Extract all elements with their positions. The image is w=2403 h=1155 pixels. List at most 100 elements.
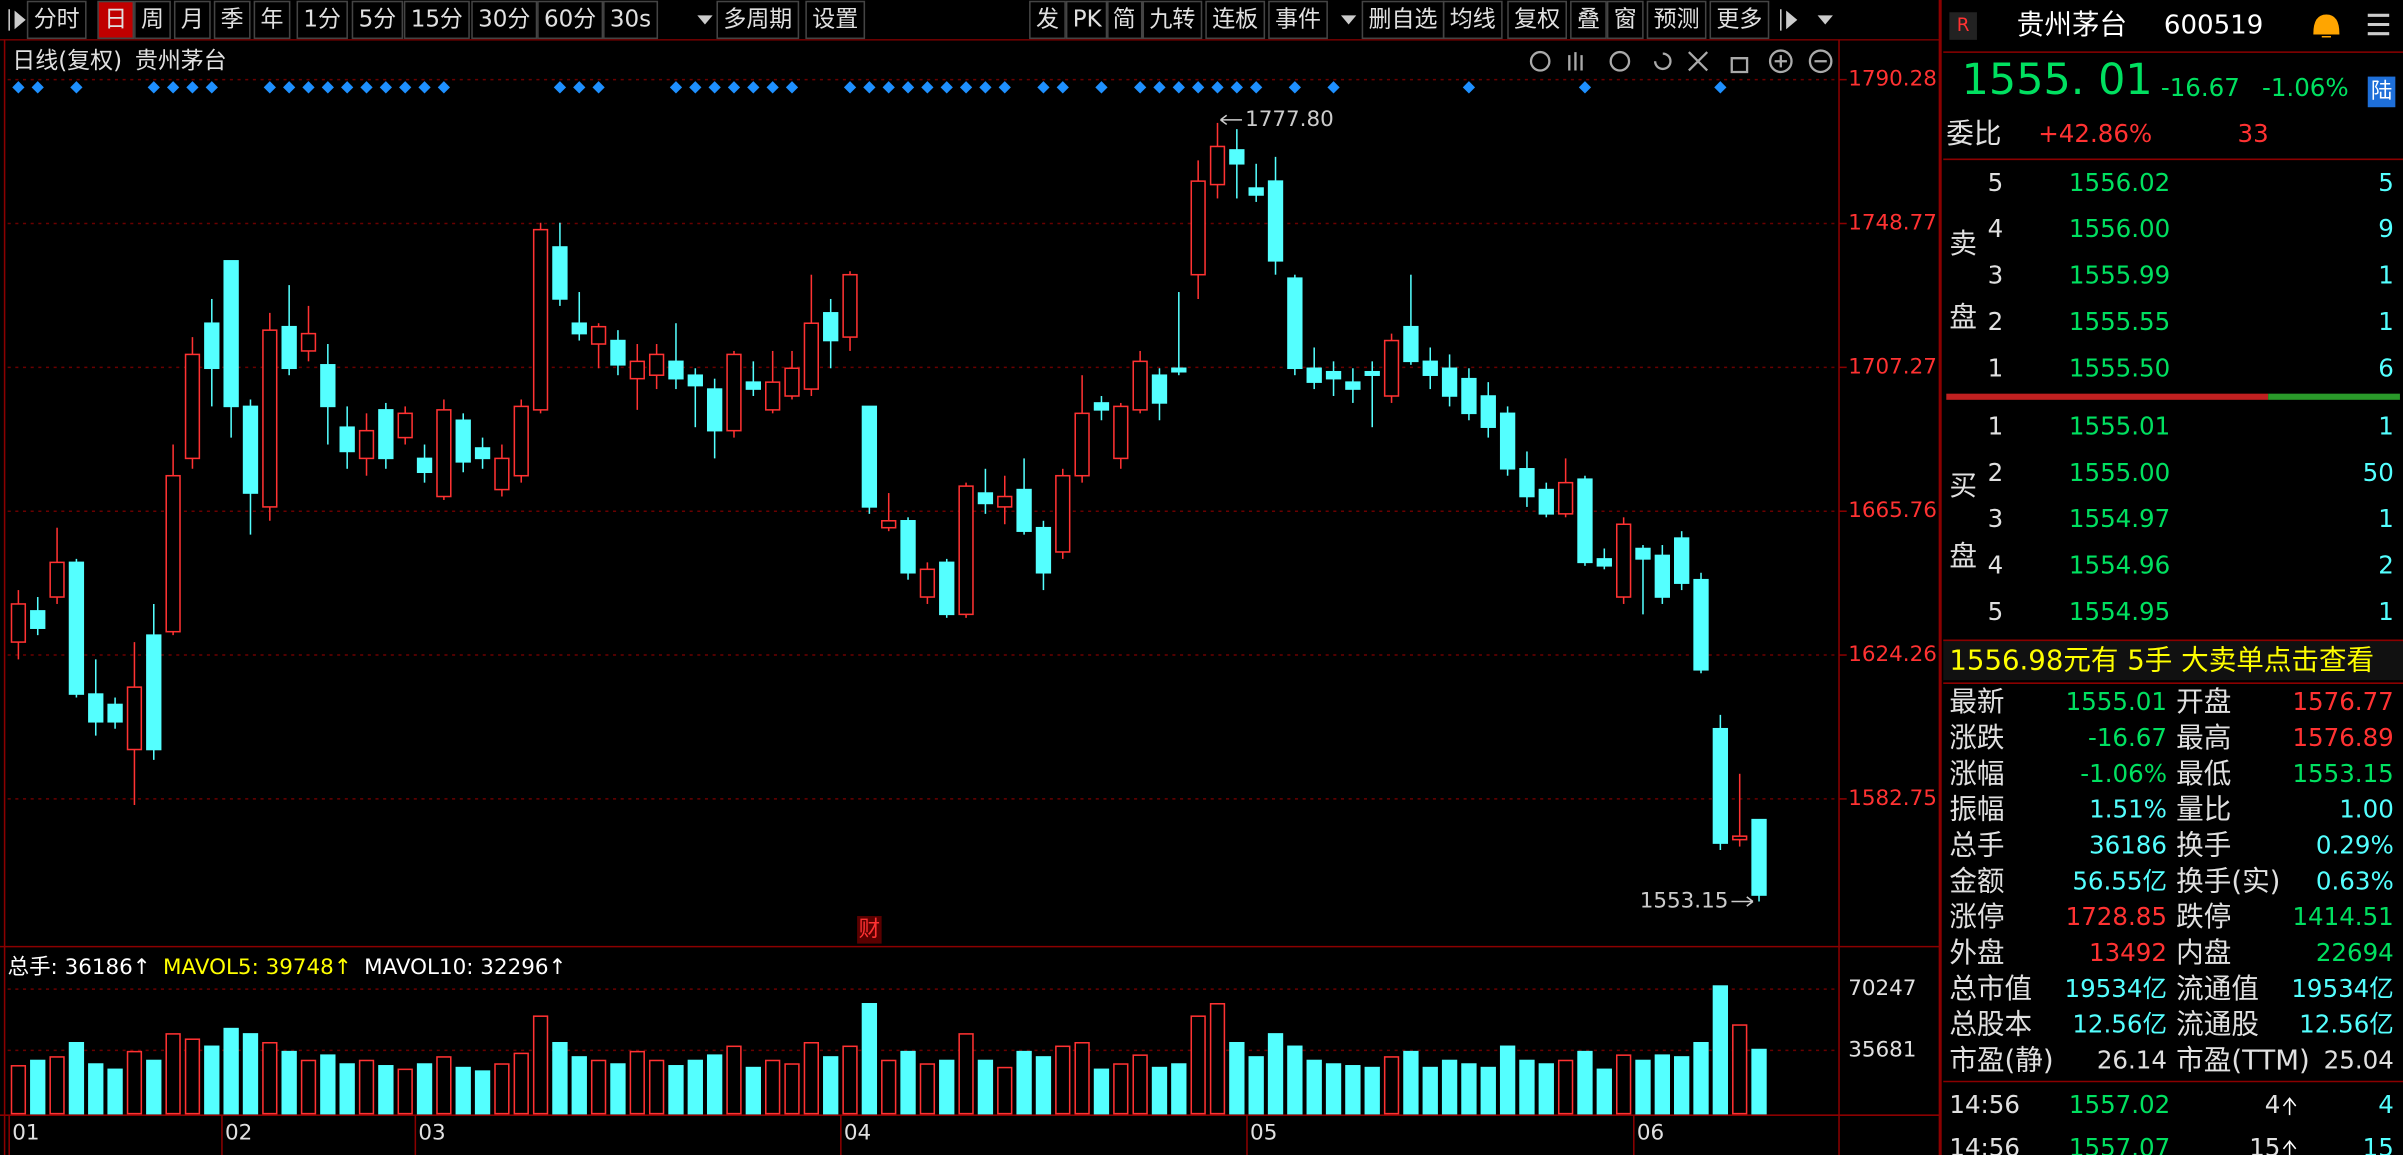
candle-body [494, 457, 510, 491]
toolbar-button[interactable]: 复权 [1514, 6, 1560, 32]
signal-marker [747, 81, 760, 94]
y-tick-label: 1790.28 [1848, 67, 1937, 92]
toolbar-button[interactable]: 叠 [1577, 6, 1600, 32]
toolbar-button[interactable]: 60分 [544, 6, 596, 32]
candle-body [706, 388, 723, 432]
chart-tools[interactable] [1529, 49, 1833, 74]
volume-bar [358, 1059, 375, 1115]
volume-bar [30, 1059, 46, 1115]
toolbar-button[interactable]: 5分 [359, 6, 397, 32]
toolbar-button[interactable]: 事件 [1275, 6, 1321, 32]
volume-bar [610, 1063, 626, 1115]
stat-value: 19534亿 [2291, 974, 2393, 1003]
volume-bar [1035, 1056, 1052, 1115]
toolbar-button[interactable]: 连板 [1212, 6, 1258, 32]
volume-bar [1345, 1065, 1361, 1115]
volume-bar [1209, 1003, 1226, 1115]
toolbar-button[interactable]: 30s [610, 6, 651, 32]
toolbar-button[interactable]: 15分 [411, 6, 463, 32]
stat-value: -1.06% [2080, 759, 2167, 788]
dropdown-arrow[interactable] [697, 15, 713, 25]
toolbar-button[interactable]: 简 [1113, 6, 1136, 32]
toolbar-button[interactable]: 月 [181, 6, 204, 32]
bell-icon[interactable] [2313, 14, 2340, 38]
ratio-bar-sell [1946, 393, 2269, 400]
book-volume: 50 [2363, 458, 2394, 487]
book-level: 3 [1988, 261, 2004, 290]
book-price: 1555.50 [2069, 353, 2170, 382]
candle-body [668, 360, 684, 380]
volume-bar [49, 1056, 65, 1115]
candle-body [1345, 381, 1361, 390]
signal-marker [1714, 81, 1727, 94]
toolbar-button[interactable]: 九转 [1149, 6, 1195, 32]
stat-label: 涨幅 [1949, 757, 2004, 790]
y-tick-label: 35681 [1848, 1037, 1916, 1062]
stat-label: 涨跌 [1949, 721, 2004, 754]
toolbar-button[interactable]: PK [1073, 6, 1103, 32]
toolbar-button[interactable]: 发 [1036, 6, 1059, 32]
toolbar-button[interactable]: 年 [261, 6, 284, 32]
menu-icon[interactable] [2367, 13, 2390, 36]
big-order-alert[interactable]: 1556.98元有 5手 大卖单点击查看 [1949, 644, 2374, 677]
toolbar-button[interactable]: 季 [221, 6, 244, 32]
toolbar-button-frame [1606, 0, 1644, 40]
stat-label: 外盘 [1949, 936, 2004, 969]
toolbar-button-frame [1709, 0, 1770, 40]
toolbar-button[interactable]: 分时 [34, 6, 80, 32]
candle-body [1712, 727, 1729, 844]
book-side-label: 盘 [1949, 301, 1977, 334]
book-price: 1555.99 [2069, 261, 2170, 290]
trade-time: 14:56 [1949, 1090, 2020, 1119]
book-price: 1556.02 [2069, 168, 2170, 197]
volume-bar [1325, 1063, 1342, 1115]
candle-body [861, 405, 878, 508]
toolbar-button-frame [1442, 0, 1503, 40]
volume-bar [1635, 1059, 1651, 1115]
signal-marker [669, 81, 683, 94]
signal-marker [863, 81, 876, 94]
toolbar-button[interactable]: 周 [141, 6, 164, 32]
candle-body [1151, 374, 1168, 404]
toolbar-button[interactable]: 均线 [1450, 6, 1496, 32]
volume-bar [1461, 1063, 1477, 1115]
book-side-label: 卖 [1949, 227, 1977, 260]
book-volume: 2 [2378, 551, 2394, 580]
stat-value: 12.56亿 [2072, 1010, 2167, 1039]
candle-body [1132, 360, 1148, 411]
volume-bar [1538, 1063, 1554, 1115]
candle-body [1615, 523, 1632, 598]
toolbar-button[interactable]: 多周期 [723, 6, 792, 32]
volume-bar [1615, 1054, 1632, 1115]
candle-body [320, 364, 336, 408]
toolbar-button-frame [97, 0, 135, 40]
legend-entry: MAVOL10: 32296↑ [364, 955, 566, 980]
last-price: 1555. 01 [1962, 55, 2153, 105]
candle-body [223, 260, 239, 408]
volume-bar [1248, 1056, 1264, 1115]
candle-body [184, 353, 201, 460]
volume-bar [1499, 1045, 1516, 1115]
volume-bar [1093, 1068, 1110, 1115]
toolbar-button[interactable]: 窗 [1614, 6, 1637, 32]
volume-bar [1712, 985, 1729, 1115]
toolbar-button[interactable]: 预测 [1654, 6, 1700, 32]
toolbar-button-frame [805, 0, 866, 40]
toolbar-icon[interactable] [8, 9, 1798, 31]
candle-body [1577, 478, 1593, 564]
book-price: 1554.96 [2069, 551, 2170, 580]
toolbar-button[interactable]: 删自选 [1369, 6, 1438, 32]
stat-value: 1.51% [2089, 795, 2167, 824]
volume-bar [1229, 1041, 1245, 1115]
signal-marker [553, 81, 567, 94]
book-level: 4 [1988, 214, 2004, 243]
stat-value: 1576.77 [2292, 687, 2393, 716]
toolbar-button[interactable]: 1分 [303, 6, 341, 32]
toolbar-button[interactable]: 30分 [478, 6, 530, 32]
toolbar-button[interactable]: 设置 [812, 6, 858, 32]
trade-price: 1557.07 [2069, 1133, 2170, 1155]
toolbar-button[interactable]: 日 [104, 6, 127, 32]
candle-body [204, 322, 220, 370]
toolbar-button[interactable]: 更多 [1716, 6, 1762, 32]
toolbar-button-frame [26, 0, 87, 40]
